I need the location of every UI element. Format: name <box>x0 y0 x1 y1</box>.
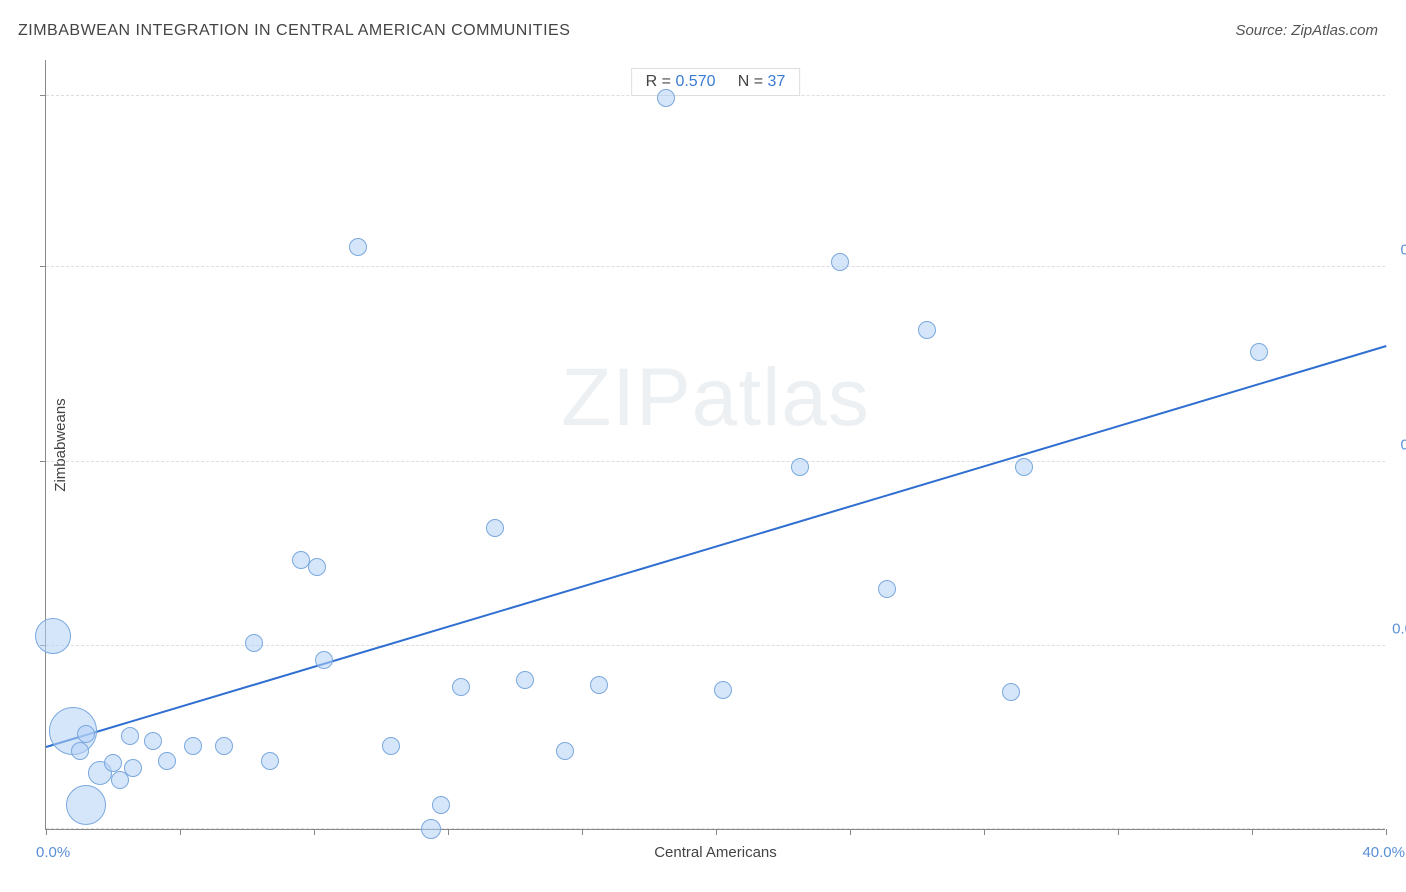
y-tick <box>40 95 46 96</box>
data-point <box>657 89 675 107</box>
x-tick <box>46 829 47 835</box>
data-point <box>432 796 450 814</box>
stat-n-label: N = <box>738 73 768 90</box>
data-point <box>261 752 279 770</box>
data-point <box>71 742 89 760</box>
data-point <box>486 519 504 537</box>
data-point <box>421 819 441 839</box>
data-point <box>158 752 176 770</box>
data-point <box>831 253 849 271</box>
y-tick-label: 0.075% <box>1392 620 1406 637</box>
data-point <box>315 651 333 669</box>
y-axis-label: Zimbabweans <box>52 398 69 491</box>
x-axis-label: Central Americans <box>654 844 777 861</box>
data-point <box>104 754 122 772</box>
stat-n-value: 37 <box>768 73 786 90</box>
gridline <box>46 95 1385 96</box>
data-point <box>144 732 162 750</box>
watermark-zip: ZIP <box>561 352 692 443</box>
data-point <box>184 737 202 755</box>
stats-box: R = 0.570 N = 37 <box>631 68 801 96</box>
plot-area: ZIPatlas R = 0.570 N = 37 Central Americ… <box>45 60 1385 830</box>
x-tick <box>314 829 315 835</box>
data-point <box>215 737 233 755</box>
data-point <box>245 634 263 652</box>
y-tick <box>40 266 46 267</box>
data-point <box>714 681 732 699</box>
data-point <box>349 238 367 256</box>
data-point <box>124 759 142 777</box>
watermark-atlas: atlas <box>692 352 870 443</box>
data-point <box>292 551 310 569</box>
watermark: ZIPatlas <box>561 351 870 445</box>
stat-r-label: R = <box>646 73 676 90</box>
data-point <box>35 618 71 654</box>
data-point <box>1015 458 1033 476</box>
source-attribution: Source: ZipAtlas.com <box>1235 22 1378 39</box>
data-point <box>308 558 326 576</box>
x-tick <box>850 829 851 835</box>
x-tick <box>1118 829 1119 835</box>
gridline <box>46 266 1385 267</box>
data-point <box>556 742 574 760</box>
data-point <box>77 725 95 743</box>
data-point <box>878 580 896 598</box>
chart-title: ZIMBABWEAN INTEGRATION IN CENTRAL AMERIC… <box>18 22 570 40</box>
data-point <box>452 678 470 696</box>
stat-r-value: 0.570 <box>675 73 715 90</box>
x-min-label: 0.0% <box>36 844 70 861</box>
y-tick <box>40 461 46 462</box>
data-point <box>121 727 139 745</box>
x-tick <box>582 829 583 835</box>
data-point <box>66 785 106 825</box>
data-point <box>382 737 400 755</box>
data-point <box>1002 683 1020 701</box>
data-point <box>590 676 608 694</box>
x-tick <box>180 829 181 835</box>
data-point <box>1250 343 1268 361</box>
data-point <box>791 458 809 476</box>
x-tick <box>716 829 717 835</box>
x-max-label: 40.0% <box>1362 844 1405 861</box>
x-tick <box>448 829 449 835</box>
x-tick <box>984 829 985 835</box>
data-point <box>516 671 534 689</box>
y-tick-label: 0.23% <box>1400 241 1406 258</box>
x-tick <box>1252 829 1253 835</box>
x-tick <box>1386 829 1387 835</box>
data-point <box>918 321 936 339</box>
gridline <box>46 461 1385 462</box>
y-tick-label: 0.15% <box>1400 437 1406 454</box>
